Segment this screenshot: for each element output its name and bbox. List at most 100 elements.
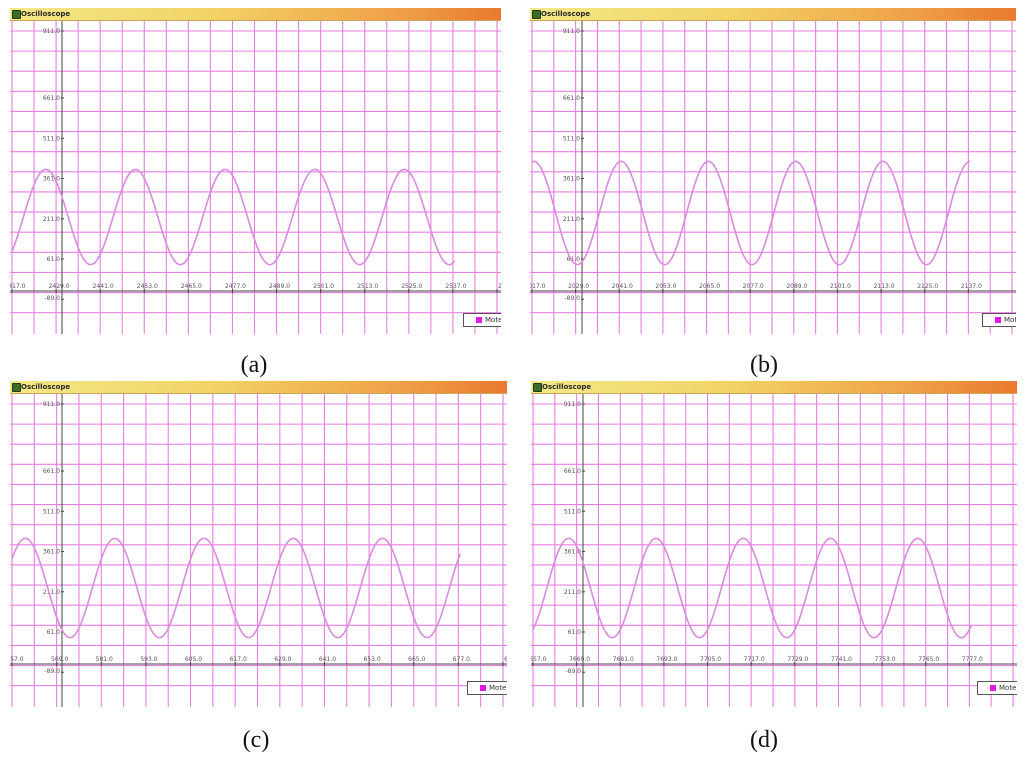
y-tick-label: 661.0 xyxy=(43,95,60,102)
plot-area[interactable]: 911.0 661.0 511.0 361.0 211.0 61.0 -89.0 2417.0… xyxy=(10,21,501,334)
y-tick-label: 511.0 xyxy=(563,135,580,142)
x-tick-label: 7705.0 xyxy=(700,656,721,663)
y-tick-label: 661.0 xyxy=(43,468,60,475)
y-tick-label: 61.0 xyxy=(568,629,582,636)
legend: Mote 1 xyxy=(463,313,501,327)
x-tick-label: 617.0 xyxy=(230,656,247,663)
y-tick-label: 661.0 xyxy=(564,468,581,475)
x-tick-label: 2041.0 xyxy=(612,283,633,290)
x-tick-label: 2417.0 xyxy=(10,283,26,290)
x-tick-label: 677.0 xyxy=(453,656,470,663)
y-tick-label: 211.0 xyxy=(43,589,60,596)
window-titlebar[interactable]: Oscilloscope xyxy=(10,381,507,394)
oscilloscope-plot: 911.0 661.0 511.0 361.0 211.0 61.0 -89.0 2417.0… xyxy=(10,21,501,334)
y-tick-label: 61.0 xyxy=(47,629,61,636)
x-tick-label: 7693.0 xyxy=(656,656,677,663)
window-title: Oscilloscope xyxy=(21,383,71,391)
x-tick-label: 2053.0 xyxy=(655,283,676,290)
signal-trace-mote-1 xyxy=(531,160,971,266)
y-tick-label: 61.0 xyxy=(567,256,581,263)
x-tick-label: 2065.0 xyxy=(699,283,720,290)
legend-label: Mote 1 xyxy=(1004,316,1016,324)
signal-trace-mote-1 xyxy=(11,537,461,639)
window-titlebar[interactable]: Oscilloscope xyxy=(530,8,1016,21)
y-tick-label: 911.0 xyxy=(564,401,581,408)
y-tick-label: 511.0 xyxy=(564,508,581,515)
y-tick-label: 361.0 xyxy=(563,176,580,183)
y-tick-label: -89.0 xyxy=(564,295,580,302)
y-tick-label: 361.0 xyxy=(43,549,60,556)
x-tick-label: 641.0 xyxy=(319,656,336,663)
x-tick-label: 629.0 xyxy=(274,656,291,663)
x-tick-label: 665.0 xyxy=(408,656,425,663)
y-tick-label: -89.0 xyxy=(44,668,60,675)
y-tick-label: 211.0 xyxy=(563,216,580,223)
x-tick-label: 2 xyxy=(498,283,501,290)
y-tick-label: 211.0 xyxy=(564,589,581,596)
oscilloscope-plot: 911.0 661.0 511.0 361.0 211.0 61.0 -89.0 557.0 5… xyxy=(10,394,507,707)
y-tick-label: -89.0 xyxy=(565,668,581,675)
oscilloscope-plot: 911.0 661.0 511.0 361.0 211.0 61.0 -89.0 7657.0… xyxy=(531,394,1017,707)
x-tick-label: 2489.0 xyxy=(269,283,290,290)
oscilloscope-plot: 911.0 661.0 511.0 361.0 211.0 61.0 -89.0 2017.0… xyxy=(530,21,1016,334)
legend-swatch xyxy=(995,317,1001,323)
y-tick-label: 511.0 xyxy=(43,135,60,142)
x-tick-label: 7729.0 xyxy=(787,656,808,663)
x-tick-label: 7657.0 xyxy=(531,656,547,663)
signal-trace-mote-1 xyxy=(532,537,972,639)
y-tick-label: 61.0 xyxy=(47,256,61,263)
x-tick-label: 6 xyxy=(504,656,507,663)
oscilloscope-window-b: Oscilloscope 911.0 661.0 511.0 361.0 211.0 61… xyxy=(530,8,1016,334)
oscilloscope-window-a: Oscilloscope 911.0 661.0 511.0 361.0 211.0 61… xyxy=(10,8,501,334)
plot-area[interactable]: 911.0 661.0 511.0 361.0 211.0 61.0 -89.0 2017.0… xyxy=(530,21,1016,334)
x-tick-label: 7777.0 xyxy=(962,656,983,663)
window-titlebar[interactable]: Oscilloscope xyxy=(531,381,1017,394)
oscilloscope-app-icon xyxy=(533,383,542,392)
panel-caption-d: (d) xyxy=(750,727,778,753)
y-tick-label: 511.0 xyxy=(43,508,60,515)
x-tick-label: 569.0 xyxy=(51,656,68,663)
x-tick-label: 2429.0 xyxy=(49,283,70,290)
x-tick-label: 2113.0 xyxy=(874,283,895,290)
signal-trace-mote-1 xyxy=(11,168,456,266)
window-title: Oscilloscope xyxy=(542,383,592,391)
oscilloscope-window-d: Oscilloscope 911.0 661.0 511.0 361.0 211.0 61… xyxy=(531,381,1017,707)
legend-swatch xyxy=(480,685,486,691)
x-tick-label: 2077.0 xyxy=(743,283,764,290)
y-tick-label: 911.0 xyxy=(563,28,580,35)
x-tick-label: 7717.0 xyxy=(744,656,765,663)
oscilloscope-app-icon xyxy=(12,10,21,19)
x-tick-label: 2089.0 xyxy=(786,283,807,290)
x-tick-label: 2453.0 xyxy=(137,283,158,290)
x-tick-label: 605.0 xyxy=(185,656,202,663)
oscilloscope-window-c: Oscilloscope 911.0 661.0 511.0 361.0 211.0 61… xyxy=(10,381,507,707)
panel-caption-c: (c) xyxy=(242,727,270,753)
plot-area[interactable]: 911.0 661.0 511.0 361.0 211.0 61.0 -89.0 7657.0… xyxy=(531,394,1017,707)
x-tick-label: 557.0 xyxy=(10,656,24,663)
y-tick-label: 661.0 xyxy=(563,95,580,102)
window-title: Oscilloscope xyxy=(541,10,591,18)
x-tick-label: 2477.0 xyxy=(225,283,246,290)
oscilloscope-app-icon xyxy=(12,383,21,392)
x-tick-label: 7765.0 xyxy=(918,656,939,663)
x-tick-label: 2137.0 xyxy=(961,283,982,290)
y-tick-label: -89.0 xyxy=(44,295,60,302)
x-tick-label: 2513.0 xyxy=(357,283,378,290)
x-tick-label: 2029.0 xyxy=(568,283,589,290)
window-titlebar[interactable]: Oscilloscope xyxy=(10,8,501,21)
panel-caption-a: (a) xyxy=(240,352,268,378)
y-tick-label: 211.0 xyxy=(43,216,60,223)
plot-area[interactable]: 911.0 661.0 511.0 361.0 211.0 61.0 -89.0 557.0 5… xyxy=(10,394,507,707)
window-title: Oscilloscope xyxy=(21,10,71,18)
legend-label: Mote 1 xyxy=(489,684,507,692)
oscilloscope-app-icon xyxy=(532,10,541,19)
x-tick-label: 2501.0 xyxy=(313,283,334,290)
x-tick-label: 2017.0 xyxy=(530,283,546,290)
legend-swatch xyxy=(476,317,482,323)
x-tick-label: 653.0 xyxy=(363,656,380,663)
x-tick-label: 7753.0 xyxy=(875,656,896,663)
y-tick-label: 911.0 xyxy=(43,401,60,408)
legend-label: Mote 1 xyxy=(485,316,501,324)
x-tick-label: 7741.0 xyxy=(831,656,852,663)
y-tick-label: 361.0 xyxy=(564,549,581,556)
